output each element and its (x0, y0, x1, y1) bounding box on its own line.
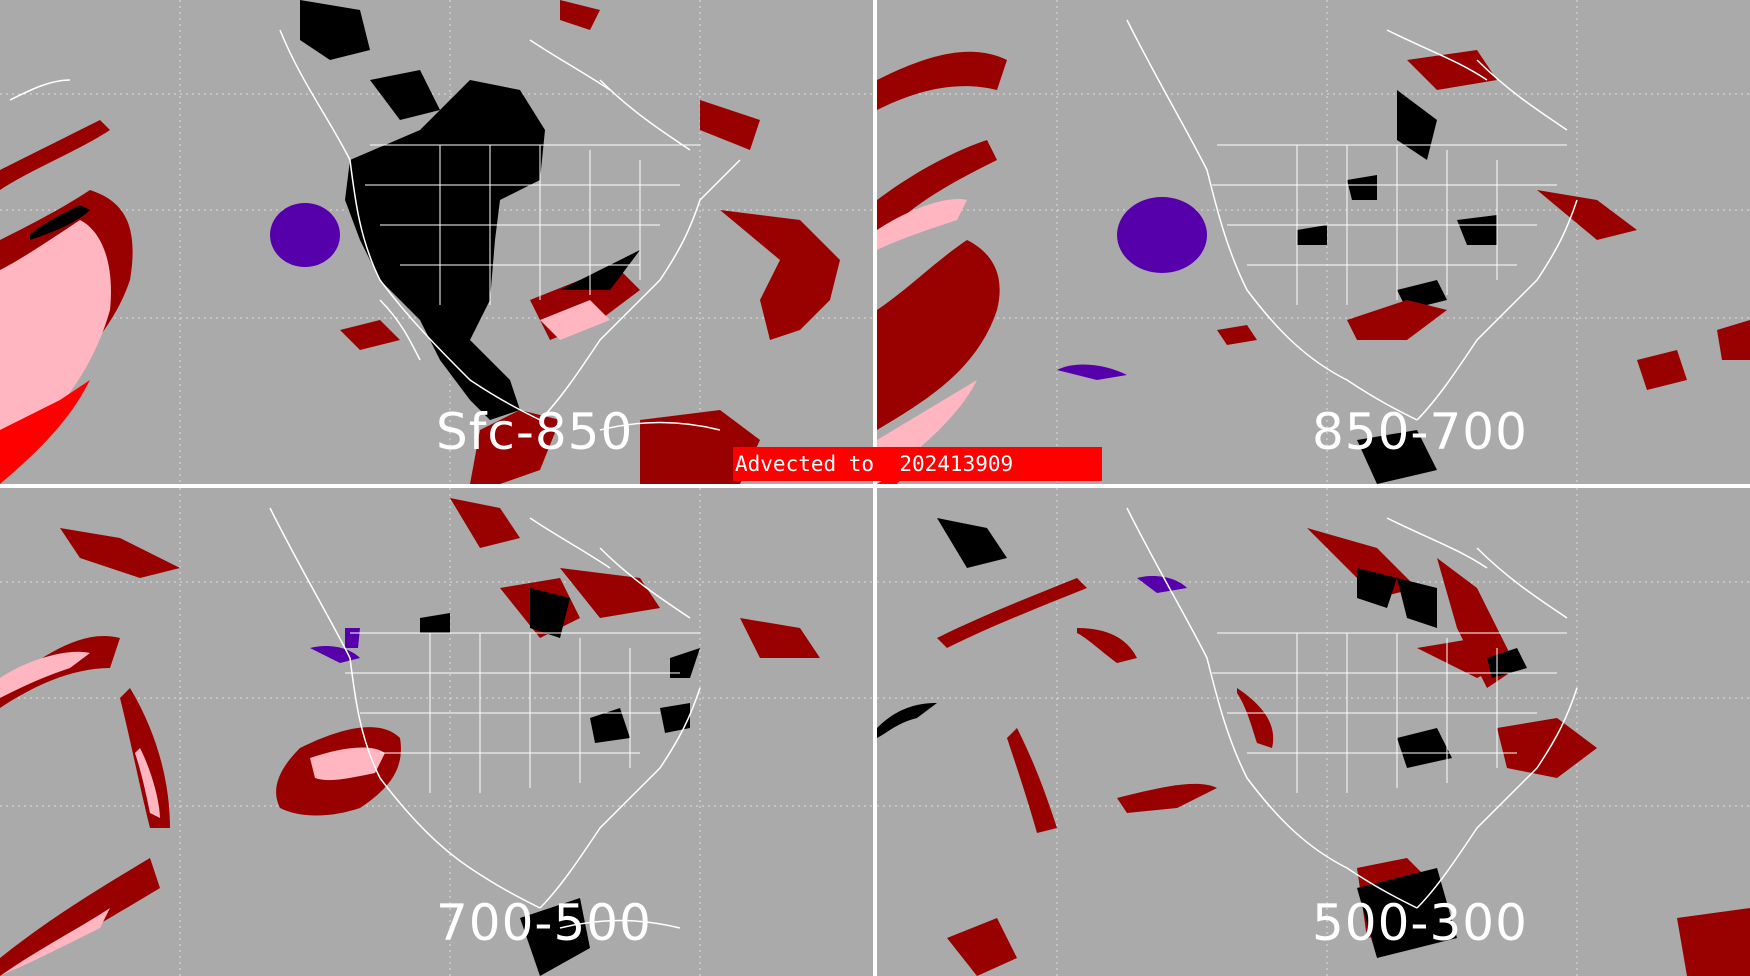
layer-label-850-700: 850-700 (1312, 403, 1528, 461)
layer-label-700-500: 700-500 (436, 894, 652, 952)
map-sfc-850 (0, 0, 873, 484)
black-region-north (300, 0, 370, 60)
purple-blob (1117, 197, 1207, 273)
layer-label-sfc-850: Sfc-850 (436, 403, 634, 461)
coastlines (1126, 507, 1578, 909)
coastlines (1126, 19, 1578, 421)
coastlines (9, 29, 741, 431)
state-borders (345, 632, 700, 793)
panel-500-300: 500-300 (877, 488, 1750, 976)
map-500-300 (877, 488, 1750, 976)
black-patches (877, 518, 1527, 958)
black-region-west (345, 80, 545, 420)
map-700-500 (0, 488, 873, 976)
black-patches (1297, 90, 1497, 484)
state-borders (1212, 632, 1567, 793)
pacific-cloud-band (877, 51, 1007, 484)
state-borders (1212, 144, 1567, 305)
coastlines (269, 507, 701, 929)
state-borders (365, 144, 700, 305)
pacific-cloud-band (0, 120, 133, 484)
purple-blob (270, 203, 340, 267)
panel-sfc-850: Sfc-850 (0, 0, 873, 484)
map-850-700 (877, 0, 1750, 484)
layer-label-500-300: 500-300 (1312, 894, 1528, 952)
dark-red-patches (1217, 50, 1750, 390)
pacific-cloud-band (0, 636, 170, 976)
panel-700-500: 700-500 (0, 488, 873, 976)
graticule (0, 0, 873, 484)
graticule (877, 488, 1750, 976)
black-patches (420, 588, 700, 976)
dark-red-patches (60, 498, 820, 658)
advected-timestamp-banner: Advected to 202413909 (733, 447, 1102, 481)
panel-850-700: 850-700 (877, 0, 1750, 484)
